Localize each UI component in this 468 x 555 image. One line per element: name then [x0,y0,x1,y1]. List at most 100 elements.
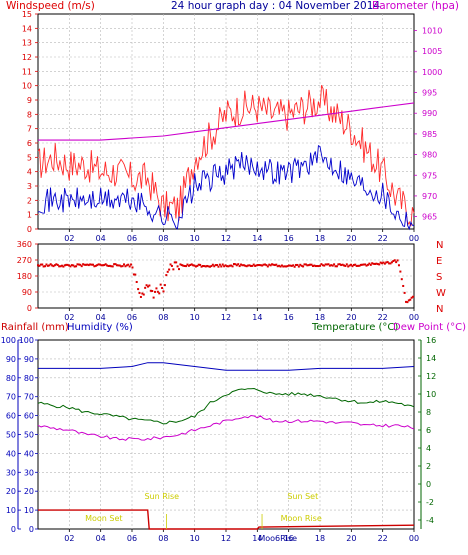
direction-point [319,264,321,267]
direction-point [206,264,209,267]
direction-point [128,265,131,268]
climate-panel-xtick-label: 06 [127,534,137,543]
direction-point [316,265,319,268]
direction-point [307,264,310,267]
direction-panel-xtick-label: 22 [378,313,388,322]
direction-point [412,295,415,298]
direction-point [41,263,44,266]
temperature-ytick-label: 0 [426,480,431,489]
direction-point [381,262,384,265]
direction-point [358,264,361,267]
direction-point [271,263,274,266]
direction-point [121,265,124,268]
direction-point [186,263,189,266]
wind-panel-xtick-label: 22 [378,234,388,243]
direction-point [225,265,228,268]
direction-point [52,265,55,268]
direction-point [216,264,219,267]
direction-point [317,265,320,268]
direction-point [340,264,343,267]
direction-point [232,263,235,266]
direction-point [365,264,368,267]
humidity-ytick-label: 100 [19,336,34,345]
wind-ytick-label: 13 [22,39,32,48]
direction-point [402,284,405,287]
direction-ytick-label: 270 [17,256,32,265]
wind-ytick-label: 5 [27,153,32,162]
wind-panel-xtick-label: 14 [252,234,262,243]
direction-point [386,261,389,264]
direction-point [203,265,206,268]
direction-point [361,263,364,266]
direction-point [395,261,398,264]
direction-point [403,291,406,294]
direction-point [190,263,193,266]
climate-panel-xtick-label: 22 [378,534,388,543]
direction-point [76,263,79,266]
direction-point [60,264,63,267]
direction-point [292,264,295,267]
direction-point [266,265,269,268]
wind-ytick-label: 3 [27,182,32,191]
wind-ytick-label: 0 [27,225,32,234]
direction-point [350,263,353,266]
direction-point [330,264,333,267]
direction-point [375,262,378,265]
direction-point [344,264,347,267]
windspeed-axis-title: Windspeed (m/s) [6,0,95,12]
direction-point [410,296,413,299]
direction-point [62,265,65,268]
direction-point [162,290,165,293]
direction-point [286,265,289,268]
rainfall-ytick-label: 60 [6,412,16,421]
direction-point [323,264,326,267]
direction-point [131,266,134,269]
dewpoint-series-line [37,414,415,441]
direction-point [114,263,117,266]
barometer-ytick-label: 980 [422,151,437,160]
direction-point [70,264,73,267]
wind-panel-xtick-label: 16 [284,234,294,243]
compass-label: N [436,240,443,251]
direction-point [156,290,159,293]
temperature-ytick-label: 12 [426,372,436,381]
direction-point [369,263,372,266]
direction-point [59,265,62,268]
rainfall-ytick-label: 0 [11,525,16,534]
direction-point [199,263,202,266]
direction-point [407,299,410,302]
direction-point [148,284,151,287]
direction-point [120,265,123,268]
compass-label: W [436,288,446,299]
direction-point [234,263,237,266]
direction-point [347,265,350,268]
direction-point [251,264,254,267]
direction-point [90,263,93,266]
direction-point [169,263,172,266]
direction-point [42,265,45,268]
direction-point [248,264,251,267]
direction-point [87,264,90,267]
rainfall-ytick-label: 30 [6,468,16,477]
direction-panel-xtick-label: 10 [190,313,200,322]
direction-point [235,264,238,267]
direction-panel-xtick-label: 04 [96,313,106,322]
direction-point [200,265,203,268]
temperature-ytick-label: 14 [426,354,436,363]
direction-point [393,259,396,262]
direction-point [37,264,39,267]
direction-point [170,264,173,267]
wind-ytick-label: 15 [22,10,32,19]
direction-point [249,264,252,267]
temperature-ytick-label: -4 [426,516,434,525]
direction-point [297,265,300,268]
rainfall-ytick-label: 90 [6,355,16,364]
direction-point [269,264,272,267]
barometer-axis-title: Barometer (hpa) [372,0,459,12]
climate-panel-xtick-label: 20 [346,534,356,543]
gust-series-line [37,85,415,227]
direction-point [334,265,337,268]
direction-point [104,263,107,266]
direction-point [252,263,255,266]
climate-panel-xtick-label: 18 [315,534,325,543]
